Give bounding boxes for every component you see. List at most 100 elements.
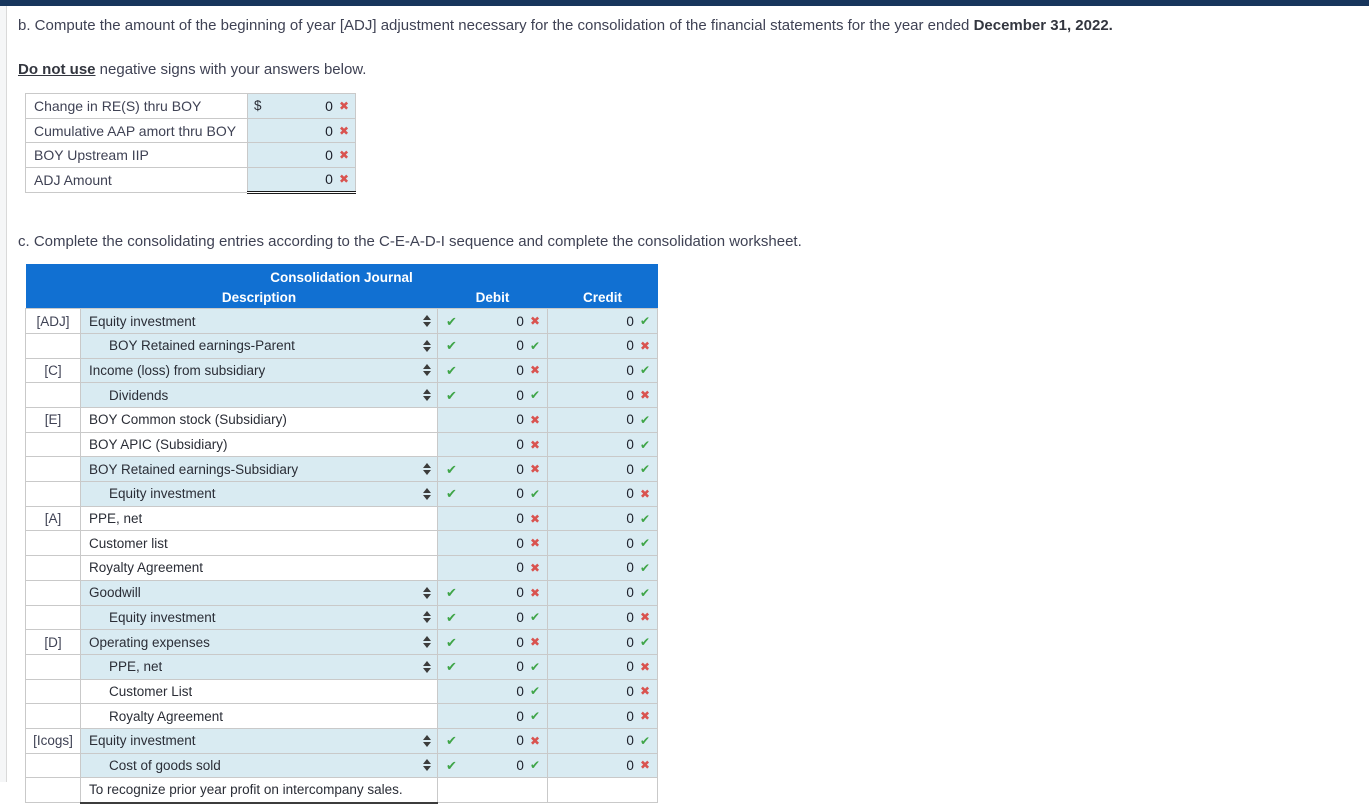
credit-input[interactable]: 0 ✖ — [547, 382, 658, 408]
debit-input[interactable]: ✔ 0 ✖ — [437, 579, 548, 606]
incorrect-icon: ✖ — [338, 148, 349, 163]
adj-row-label: ADJ Amount — [25, 167, 248, 193]
arrow-up-icon — [423, 759, 431, 765]
question-content: b. Compute the amount of the beginning o… — [8, 6, 1369, 804]
description-select[interactable]: Equity investment — [80, 481, 438, 507]
debit-input[interactable]: ✔ 0 ✖ — [437, 629, 548, 655]
adj-value-input[interactable]: $0 ✖ — [247, 93, 356, 119]
credit-input[interactable]: 0 ✖ — [547, 678, 658, 705]
instruction-emphasis: Do not use — [18, 61, 96, 78]
credit-input[interactable]: 0 ✔ — [547, 357, 658, 384]
debit-value: 0 — [516, 733, 524, 749]
select-arrows-icon — [423, 636, 431, 649]
description-inner: Royalty Agreement — [81, 556, 437, 580]
debit-input[interactable]: ✔ 0 ✔ — [437, 653, 548, 680]
description-select[interactable]: Equity investment — [80, 604, 438, 631]
description-select[interactable]: PPE, net — [80, 653, 438, 680]
instruction-text: Do not use negative signs with your answ… — [18, 60, 1369, 80]
description-inner: Dividends — [81, 383, 437, 407]
description-select[interactable]: BOY Retained earnings-Parent — [80, 332, 438, 359]
credit-value: 0 — [626, 486, 634, 502]
debit-value: 0 — [516, 437, 524, 453]
credit-input[interactable]: 0 ✖ — [547, 752, 658, 779]
debit-input[interactable]: ✔ 0 ✖ — [437, 357, 548, 384]
debit-input[interactable]: ✔ 0 ✖ — [437, 308, 548, 334]
debit-value: 0 — [516, 387, 524, 403]
adj-value-input[interactable]: 0 ✖ — [247, 142, 356, 169]
description-select[interactable]: BOY Retained earnings-Subsidiary — [80, 456, 438, 483]
select-arrows-icon — [423, 759, 431, 772]
incorrect-icon: ✖ — [529, 560, 540, 575]
debit-input[interactable]: 0 ✔ — [437, 703, 548, 729]
description-text: Customer list — [80, 530, 438, 557]
credit-input[interactable]: 0 ✔ — [547, 530, 658, 557]
description-select[interactable]: Equity investment — [80, 308, 438, 334]
debit-input[interactable]: 0 ✖ — [437, 431, 548, 458]
debit-input[interactable]: ✔ 0 ✔ — [437, 752, 548, 779]
credit-input[interactable]: 0 ✖ — [547, 703, 658, 729]
credit-input[interactable]: 0 ✔ — [547, 431, 658, 458]
adj-value-input[interactable]: 0 ✖ — [247, 167, 356, 194]
credit-input[interactable]: 0 ✖ — [547, 332, 658, 359]
debit-input[interactable]: 0 ✖ — [437, 530, 548, 557]
credit-input[interactable]: 0 ✔ — [547, 407, 658, 433]
incorrect-icon: ✖ — [639, 684, 650, 699]
credit-input[interactable]: 0 ✔ — [547, 727, 658, 754]
correct-icon: ✔ — [529, 758, 540, 773]
debit-input[interactable]: 0 ✖ — [437, 407, 548, 433]
description-inner: Operating expenses — [81, 630, 437, 654]
adj-row: Change in RE(S) thru BOY $0 ✖ — [25, 93, 356, 119]
credit-input[interactable]: 0 ✔ — [547, 456, 658, 483]
credit-value: 0 — [626, 461, 634, 477]
description-select[interactable]: Dividends — [80, 382, 438, 408]
credit-input[interactable]: 0 ✖ — [547, 653, 658, 680]
debit-inner: ✔ 0 ✔ — [438, 482, 547, 506]
description-label: Customer list — [89, 535, 168, 551]
journal-row: [C] Income (loss) from subsidiary ✔ 0 ✖ 0 ✔ — [25, 357, 658, 384]
credit-input[interactable]: 0 ✔ — [547, 308, 658, 334]
debit-input[interactable]: ✔ 0 ✔ — [437, 604, 548, 631]
debit-input[interactable]: ✔ 0 ✖ — [437, 727, 548, 754]
description-label: Royalty Agreement — [109, 708, 224, 724]
correct-icon: ✔ — [446, 387, 457, 403]
description-inner: Equity investment — [81, 606, 437, 630]
description-text: BOY APIC (Subsidiary) — [80, 431, 438, 458]
entry-label — [25, 752, 81, 779]
adj-row-label: Cumulative AAP amort thru BOY — [25, 117, 248, 144]
debit-input[interactable]: 0 ✖ — [437, 505, 548, 532]
description-select[interactable]: Operating expenses — [80, 629, 438, 655]
credit-input[interactable]: 0 ✖ — [547, 604, 658, 631]
debit-value: 0 — [516, 585, 524, 601]
description-select[interactable]: Goodwill — [80, 579, 438, 606]
adj-row-label: Change in RE(S) thru BOY — [25, 93, 248, 119]
debit-input[interactable]: ✔ 0 ✖ — [437, 456, 548, 483]
correct-icon: ✔ — [446, 362, 457, 378]
description-select[interactable]: Equity investment — [80, 727, 438, 754]
credit-value: 0 — [626, 733, 634, 749]
correct-icon: ✔ — [446, 313, 457, 329]
correct-icon: ✔ — [446, 461, 457, 477]
arrow-up-icon — [423, 660, 431, 666]
incorrect-icon: ✖ — [529, 635, 540, 650]
description-select[interactable]: Income (loss) from subsidiary — [80, 357, 438, 384]
credit-input[interactable]: 0 ✔ — [547, 579, 658, 606]
debit-input[interactable]: ✔ 0 ✔ — [437, 481, 548, 507]
journal-row: [D] Operating expenses ✔ 0 ✖ 0 ✔ — [25, 629, 658, 655]
debit-input[interactable]: ✔ 0 ✔ — [437, 332, 548, 359]
debit-inner: 0 ✖ — [438, 507, 547, 531]
description-select[interactable]: Cost of goods sold — [80, 752, 438, 779]
credit-value: 0 — [626, 757, 634, 773]
entry-label — [25, 555, 81, 581]
debit-inner: ✔ 0 ✔ — [438, 606, 547, 630]
credit-input[interactable]: 0 ✔ — [547, 629, 658, 655]
correct-icon: ✔ — [529, 610, 540, 625]
debit-input[interactable]: ✔ 0 ✔ — [437, 382, 548, 408]
debit-input[interactable]: 0 ✔ — [437, 678, 548, 705]
debit-value: 0 — [516, 659, 524, 675]
credit-input[interactable]: 0 ✔ — [547, 505, 658, 532]
debit-input[interactable]: 0 ✖ — [437, 555, 548, 581]
credit-input[interactable]: 0 ✖ — [547, 481, 658, 507]
credit-inner: 0 ✔ — [548, 531, 657, 555]
credit-input[interactable]: 0 ✔ — [547, 555, 658, 581]
adj-value-input[interactable]: 0 ✖ — [247, 117, 356, 144]
